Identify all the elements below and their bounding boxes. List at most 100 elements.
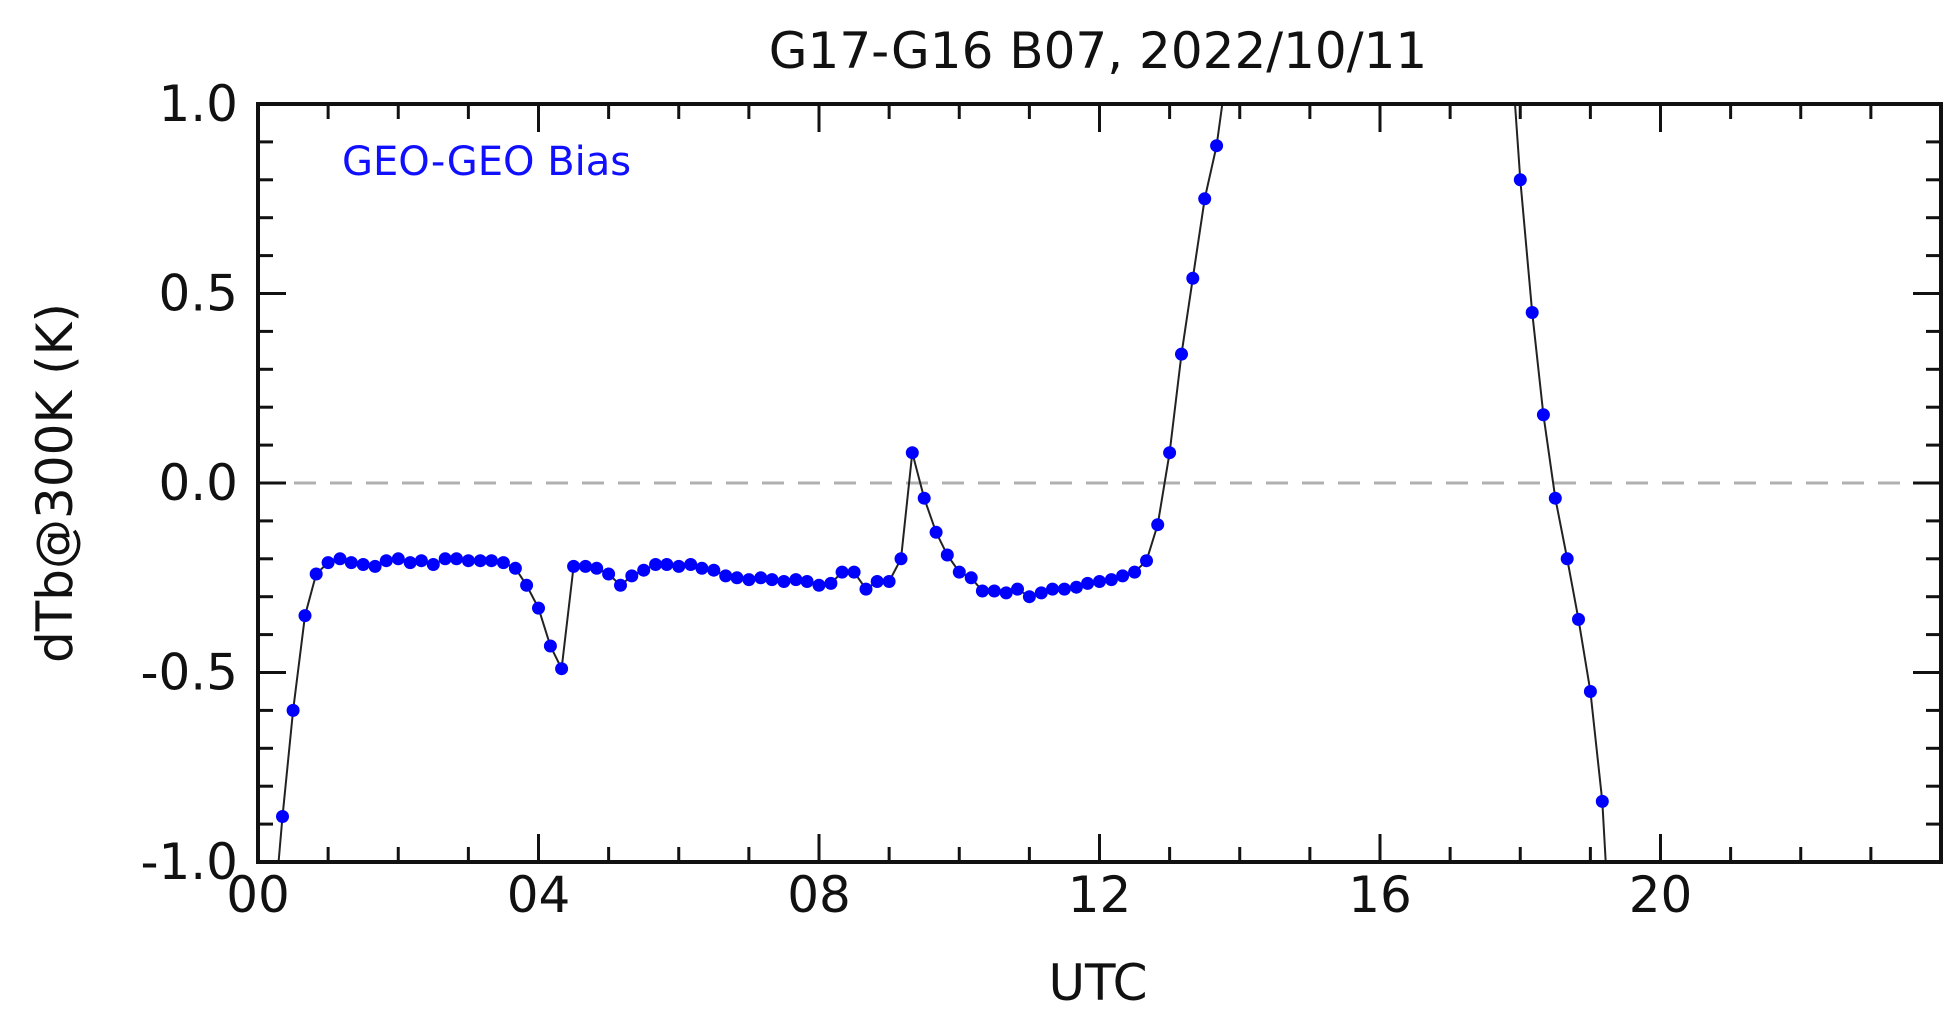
data-point	[882, 575, 896, 588]
data-point	[426, 558, 440, 571]
data-point	[1536, 408, 1550, 422]
data-point	[1069, 580, 1083, 594]
data-point	[1128, 565, 1142, 579]
data-point	[754, 571, 768, 585]
data-point	[987, 584, 1001, 598]
data-point	[555, 662, 569, 676]
data-point	[1595, 794, 1609, 808]
data-point	[649, 558, 663, 571]
data-point	[789, 573, 803, 587]
data-point	[1210, 139, 1224, 153]
data-point	[379, 554, 393, 568]
data-point	[1116, 569, 1130, 583]
data-point	[508, 561, 522, 575]
data-point	[1011, 582, 1024, 596]
data-point	[1186, 271, 1200, 285]
data-point	[765, 573, 779, 587]
data-point	[579, 559, 592, 573]
data-point	[730, 571, 744, 585]
data-point	[461, 554, 475, 568]
data-point	[391, 552, 405, 566]
data-point	[485, 554, 498, 568]
data-point	[625, 569, 639, 583]
y-tick-label: -0.5	[140, 644, 238, 702]
data-point	[1093, 575, 1106, 588]
series-annotation: GEO-GEO Bias	[342, 139, 631, 185]
data-point	[1057, 582, 1071, 596]
data-point	[1151, 518, 1165, 532]
x-tick-label: 00	[226, 866, 290, 924]
data-point	[824, 576, 838, 590]
data-point	[684, 558, 698, 571]
data-point	[333, 552, 347, 566]
data-point	[567, 559, 581, 573]
data-point	[999, 586, 1013, 600]
data-point	[695, 561, 709, 575]
plot-frame	[256, 102, 1943, 864]
y-tick-label: 0.0	[158, 454, 238, 512]
data-point	[520, 578, 534, 592]
x-tick-label: 20	[1629, 866, 1693, 924]
data-point	[742, 573, 756, 587]
data-point	[1525, 306, 1539, 319]
x-axis-title: UTC	[1048, 954, 1147, 1009]
data-point	[1548, 491, 1562, 505]
data-point	[905, 446, 919, 460]
data-point	[660, 558, 674, 571]
data-point	[496, 556, 510, 570]
data-point	[1022, 590, 1036, 604]
y-axis-title: dTb@300K (K)	[26, 303, 84, 663]
x-tick-label: 12	[1068, 866, 1132, 924]
data-point	[929, 525, 943, 539]
data-point	[672, 559, 686, 573]
data-point	[812, 578, 826, 592]
data-point	[1140, 554, 1153, 568]
data-point	[1175, 347, 1188, 361]
x-tick-label: 16	[1348, 866, 1412, 924]
data-point	[590, 561, 604, 575]
data-point	[637, 563, 651, 577]
data-point	[614, 578, 627, 592]
data-point	[940, 548, 954, 562]
data-point	[707, 563, 721, 577]
data-point	[870, 575, 884, 588]
data-point	[298, 609, 312, 623]
data-point	[1046, 582, 1059, 596]
data-point	[952, 565, 966, 579]
data-point	[286, 703, 300, 717]
x-tick-label: 08	[787, 866, 851, 924]
data-series	[276, 104, 1609, 862]
data-point	[309, 567, 323, 581]
y-tick-label: 1.0	[158, 75, 238, 133]
data-point	[800, 575, 814, 588]
data-point	[1583, 685, 1597, 698]
data-point	[356, 558, 370, 571]
data-point	[344, 556, 358, 570]
y-tick-label: 0.5	[158, 265, 238, 323]
chart-title: G17-G16 B07, 2022/10/11	[769, 22, 1427, 80]
data-point	[473, 554, 487, 568]
data-point	[602, 567, 616, 581]
data-point	[1198, 192, 1212, 206]
data-point	[1572, 612, 1585, 626]
data-point	[719, 569, 733, 583]
data-point	[403, 556, 417, 570]
data-point	[835, 565, 849, 579]
axis-ticks	[256, 102, 1943, 864]
data-point	[847, 565, 861, 579]
data-point	[450, 552, 463, 566]
data-point	[777, 575, 791, 588]
data-point	[543, 639, 557, 653]
data-point	[964, 571, 978, 585]
data-point	[1560, 552, 1574, 566]
x-tick-label: 04	[507, 866, 571, 924]
data-point	[917, 491, 931, 505]
data-point	[1081, 576, 1095, 590]
data-point	[368, 559, 382, 573]
data-point	[1104, 573, 1118, 587]
y-tick-label: -1.0	[140, 833, 238, 891]
data-point	[438, 552, 452, 566]
data-point	[532, 601, 545, 615]
